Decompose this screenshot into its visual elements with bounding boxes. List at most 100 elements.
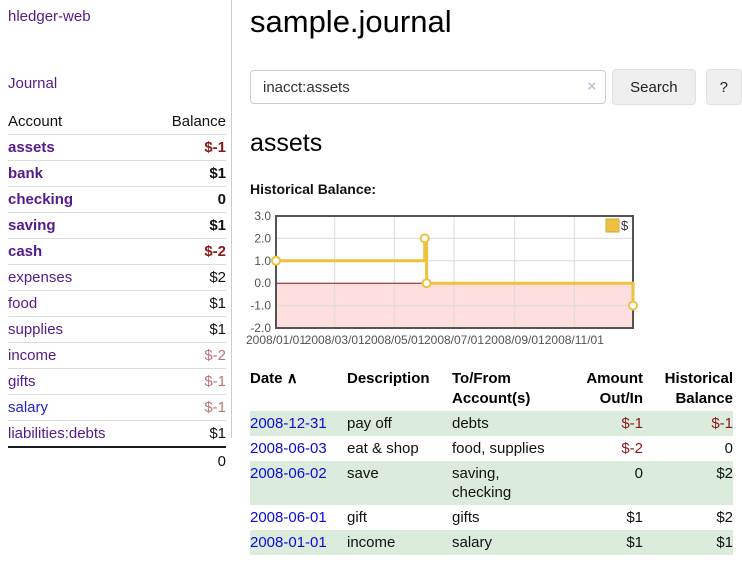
amount-cell: $-2	[621, 440, 643, 457]
register-column-header: To/From Account(s)	[452, 370, 531, 407]
account-link[interactable]: gifts	[8, 373, 36, 390]
accounts-header-row: Account Balance	[8, 109, 226, 135]
account-name-cell: checking	[8, 186, 149, 213]
register-column-header: Amount Out/In	[586, 370, 643, 407]
date-cell: 2008-06-01	[250, 505, 347, 530]
account-name-cell: supplies	[8, 316, 149, 343]
account-balance: $2	[148, 264, 226, 291]
account-balance: $1	[148, 316, 226, 343]
balance-cell: 0	[724, 440, 733, 457]
account-name-cell: liabilities:debts	[8, 420, 149, 448]
transaction-date-link[interactable]: 2008-06-03	[250, 440, 327, 457]
sidebar: hledger-web Journal Account Balance asse…	[0, 0, 226, 475]
transaction-date-link[interactable]: 2008-06-02	[250, 465, 327, 482]
register-column-header: Date ∧	[250, 370, 298, 387]
historical-balance-chart: $3.0 2.0 1.0 0.0 -1.0 -2.02008/01/012008/03/0…	[246, 209, 638, 347]
transaction-row[interactable]: 2008-06-02 save saving, checking 0 $2	[250, 461, 733, 505]
account-name-cell: bank	[8, 160, 149, 187]
account-link[interactable]: income	[8, 347, 57, 364]
register-table: Date ∧ Description To/From Account(s) Amoun…	[250, 367, 733, 555]
sort-ascending-icon[interactable]: ∧	[286, 370, 298, 387]
transaction-row[interactable]: 2008-06-03 eat & shop food, supplies $-2 0	[250, 436, 733, 461]
transaction-date-link[interactable]: 2008-06-01	[250, 509, 327, 526]
chart-legend: $	[605, 218, 629, 233]
transaction-row[interactable]: 2008-06-01 gift gifts $1 $2	[250, 505, 733, 530]
account-link[interactable]: supplies	[8, 321, 64, 338]
account-balance: $-1	[148, 134, 226, 161]
amount-cell: 0	[634, 465, 643, 482]
accounts-header-account: Account	[8, 109, 149, 135]
search-button[interactable]: Search	[612, 69, 696, 105]
svg-text:2008/01/01: 2008/01/01	[246, 333, 306, 347]
account-name-cell: food	[8, 290, 149, 317]
svg-text:2008/11/01: 2008/11/01	[545, 333, 604, 347]
accounts-cell: debts	[452, 415, 489, 432]
account-balance: $1	[148, 420, 226, 448]
description-cell: income	[347, 534, 396, 551]
account-row: checking 0	[8, 186, 226, 213]
page-title: sample.journal	[250, 4, 452, 39]
account-row: salary $-1	[8, 394, 226, 421]
account-row: expenses $2	[8, 264, 226, 291]
account-row: income $-2	[8, 342, 226, 369]
account-link[interactable]: assets	[8, 139, 55, 156]
account-link[interactable]: food	[8, 295, 38, 312]
sidebar-item-journal[interactable]: Journal	[8, 75, 58, 92]
account-name-cell: assets	[8, 134, 149, 161]
svg-text:-1.0: -1.0	[250, 299, 271, 313]
account-link[interactable]: checking	[8, 191, 74, 208]
accounts-cell: gifts	[452, 509, 480, 526]
account-link[interactable]: cash	[8, 243, 43, 260]
search-input[interactable]	[250, 70, 607, 104]
accounts-table: Account Balance assets $-1 bank $1 checking 0…	[8, 109, 226, 475]
account-row: assets $-1	[8, 134, 226, 161]
search-bar: × Search ?	[250, 69, 742, 105]
clear-search-icon[interactable]: ×	[587, 78, 597, 95]
account-row: liabilities:debts $1	[8, 420, 226, 448]
account-row: cash $-2	[8, 238, 226, 265]
svg-text:2.0: 2.0	[254, 231, 271, 245]
account-balance: $-1	[148, 394, 226, 421]
account-link[interactable]: bank	[8, 165, 44, 182]
svg-text:0.0: 0.0	[254, 276, 271, 290]
svg-text:2008/09/01: 2008/09/01	[485, 333, 545, 347]
svg-text:2008/03/01: 2008/03/01	[305, 333, 365, 347]
accounts-table-body: assets $-1 bank $1 checking 0 saving $1 cash $-2 e…	[8, 134, 226, 448]
account-balance: $1	[148, 160, 226, 187]
account-link[interactable]: salary	[8, 399, 49, 416]
transaction-row[interactable]: 2008-01-01 income salary $1 $1	[250, 530, 733, 555]
balance-cell: $1	[716, 534, 733, 551]
description-cell: eat & shop	[347, 440, 419, 457]
account-name-cell: saving	[8, 212, 149, 239]
help-button[interactable]: ?	[705, 69, 742, 105]
transaction-row[interactable]: 2008-12-31 pay off debts $-1 $-1	[250, 411, 733, 436]
app-title-link[interactable]: hledger-web	[8, 8, 91, 25]
account-row: supplies $1	[8, 316, 226, 343]
transaction-date-link[interactable]: 2008-12-31	[250, 415, 327, 432]
balance-cell: $2	[716, 465, 733, 482]
account-link[interactable]: expenses	[8, 269, 73, 286]
accounts-cell: food, supplies	[452, 440, 545, 457]
description-cell: pay off	[347, 415, 392, 432]
date-cell: 2008-06-03	[250, 436, 347, 461]
transaction-date-link[interactable]: 2008-01-01	[250, 534, 327, 551]
account-link[interactable]: liabilities:debts	[8, 425, 106, 442]
account-balance: $-2	[148, 342, 226, 369]
account-row: bank $1	[8, 160, 226, 187]
amount-cell: $1	[626, 534, 643, 551]
account-name-cell: salary	[8, 394, 149, 421]
sidebar-divider	[231, 0, 232, 438]
accounts-header-balance: Balance	[148, 109, 226, 135]
accounts-cell: saving, checking	[452, 465, 512, 501]
account-row: food $1	[8, 290, 226, 317]
account-page-title: assets	[250, 129, 323, 157]
svg-text:1.0: 1.0	[254, 254, 271, 268]
amount-cell: $1	[626, 509, 643, 526]
account-link[interactable]: saving	[8, 217, 56, 234]
svg-text:-2.0: -2.0	[250, 321, 271, 335]
date-cell: 2008-12-31	[250, 411, 347, 436]
svg-text:2008/07/01: 2008/07/01	[424, 333, 484, 347]
account-balance: $1	[148, 290, 226, 317]
main-content: sample.journal × Search ? assets Histori…	[246, 0, 742, 555]
chart-container: $3.0 2.0 1.0 0.0 -1.0 -2.0 2008/01/01 2008/03/0…	[243, 209, 641, 353]
